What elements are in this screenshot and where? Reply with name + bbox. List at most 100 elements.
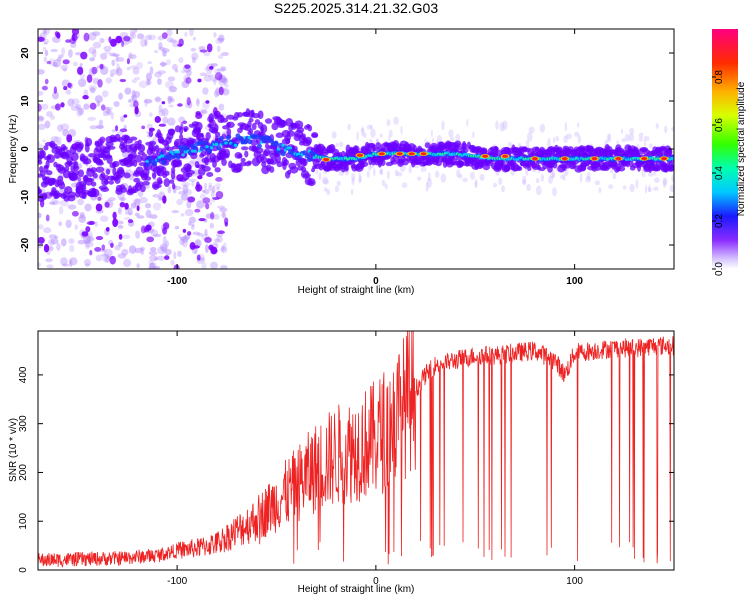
spectrum-cell	[204, 156, 209, 166]
spectrum-cell	[620, 128, 623, 134]
spectrum-cell	[237, 135, 243, 141]
spectrum-cell	[62, 59, 70, 65]
spectrum-cell	[115, 35, 123, 44]
spectrum-cell	[221, 211, 226, 219]
spectrum-x-tick-label: -100	[167, 276, 187, 287]
spectrum-cell	[69, 259, 73, 268]
spectrum-cell	[123, 172, 131, 179]
spectrum-cell	[116, 63, 120, 72]
spectrum-cell	[178, 57, 184, 64]
spectrum-cell	[221, 52, 229, 57]
spectrum-cell	[116, 67, 123, 77]
spectrum-cell	[45, 170, 53, 176]
spectrum-cell	[117, 241, 123, 248]
spectrum-cell	[204, 244, 209, 253]
snr-y-tick-label: 400	[18, 366, 29, 383]
spectrum-cell	[247, 139, 253, 145]
spectrum-cell	[122, 234, 131, 240]
snr-y-tick-label: 0	[18, 567, 29, 573]
spectrum-cell	[247, 120, 252, 128]
spectrum-cell	[50, 197, 58, 206]
spectrum-cell	[115, 54, 119, 63]
spectrum-cell	[166, 146, 174, 152]
spectrum-cell	[585, 176, 591, 183]
spectrum-cell	[375, 138, 379, 144]
spectrum-cell	[168, 104, 174, 108]
spectrum-cell	[100, 187, 110, 192]
spectrum-cell	[165, 59, 171, 66]
spectrum-cell	[163, 222, 170, 230]
spectrum-cell	[257, 110, 264, 119]
spectrum-y-label: Frequency (Hz)	[8, 115, 19, 184]
spectrum-cell	[400, 125, 403, 135]
spectrum-cell	[167, 186, 172, 194]
spectrum-cell	[136, 205, 140, 212]
spectrum-cell	[254, 147, 264, 154]
spectrum-cell	[179, 126, 184, 135]
spectrum-cell	[264, 118, 273, 124]
spectrum-cell	[285, 137, 291, 145]
spectrum-cell	[116, 169, 126, 178]
spectrum-cell	[420, 166, 427, 173]
snr-y-tick-label: 200	[18, 464, 29, 481]
spectrum-cell	[549, 172, 555, 179]
spectrum-cell	[199, 49, 208, 53]
spectrum-cell	[81, 183, 87, 192]
spectrum-cell	[62, 146, 68, 151]
spectrum-cell	[210, 63, 218, 67]
spectrum-cell	[137, 139, 142, 146]
spectrum-cell	[260, 156, 268, 164]
spectrum-cell	[78, 107, 85, 115]
spectrum-cell	[104, 201, 110, 208]
spectrum-cell	[82, 95, 89, 100]
spectrum-cell	[119, 128, 128, 133]
spectrum-cell	[42, 46, 47, 52]
spectrum-cell	[38, 115, 44, 121]
spectrum-cell	[128, 54, 137, 60]
spectrum-cell	[474, 178, 478, 187]
spectrum-cell	[416, 176, 422, 181]
spectrum-cell	[79, 212, 85, 219]
chart-title: S225.2025.314.21.32.G03	[274, 0, 438, 16]
snr-panel: -100 0 100 0 100 200 300 400 Height of straigh…	[8, 330, 675, 595]
spectrum-cell	[188, 178, 197, 183]
spectrum-cell	[525, 139, 530, 149]
spectrum-cell	[368, 163, 372, 172]
spectrum-cell	[168, 86, 177, 93]
spectrum-cell	[175, 154, 181, 160]
spectrum-cell	[624, 133, 630, 142]
spectrum-cell	[48, 58, 56, 67]
spectrum-cell	[577, 122, 580, 128]
spectrum-cell	[666, 147, 673, 156]
spectrum-cell	[190, 225, 195, 230]
spectrum-cell	[224, 141, 228, 145]
spectrum-cell	[181, 153, 185, 157]
spectrum-cell	[161, 107, 169, 117]
snr-series-line	[38, 331, 674, 568]
spectrum-cell	[420, 152, 427, 156]
spectrum-cell	[370, 128, 376, 138]
spectrum-cell	[396, 152, 403, 156]
spectrum-cell	[236, 111, 243, 118]
spectrum-cell	[124, 135, 131, 140]
spectrum-cell	[58, 221, 63, 227]
spectrum-cell	[351, 177, 355, 186]
spectrum-cell	[133, 76, 141, 81]
spectrum-cell	[196, 99, 200, 107]
spectrum-cell	[191, 56, 197, 64]
spectrum-cell	[221, 158, 227, 166]
spectrum-cell	[192, 245, 200, 249]
spectrum-cell	[84, 240, 94, 248]
spectrum-cell	[149, 66, 154, 75]
spectrum-cell	[147, 80, 152, 86]
spectrum-cell	[67, 98, 75, 107]
spectrum-cell	[148, 140, 156, 146]
spectrum-cell	[46, 154, 55, 164]
spectrum-cell	[311, 131, 319, 138]
spectrum-cell	[213, 78, 217, 86]
spectrum-cell	[152, 194, 160, 198]
spectrum-cell	[177, 43, 183, 47]
spectrum-cell	[462, 147, 469, 153]
spectrum-cell	[162, 195, 167, 204]
